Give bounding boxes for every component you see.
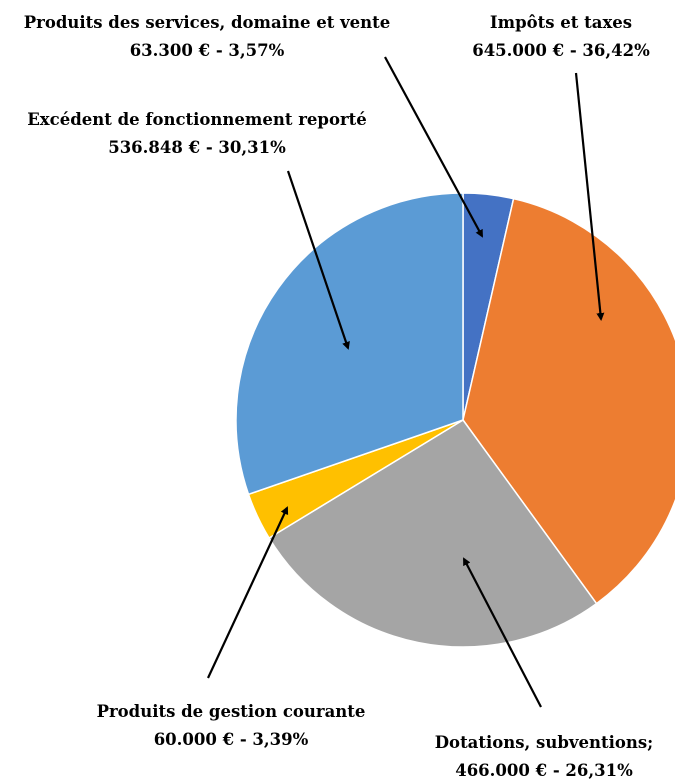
slice-value-2: 466.000 € - 26,31% xyxy=(455,761,633,780)
slice-label-4: Excédent de fonctionnement reporté xyxy=(27,110,367,129)
callout-arrow-1 xyxy=(574,72,605,321)
callout-arrow-0 xyxy=(384,56,483,238)
slice-value-1: 645.000 € - 36,42% xyxy=(472,41,650,60)
pie-slice-1 xyxy=(462,197,675,605)
callout-arrow-4 xyxy=(286,170,350,350)
slice-value-3: 60.000 € - 3,39% xyxy=(154,730,309,749)
callout-arrow-3 xyxy=(207,506,289,679)
slice-label-1: Impôts et taxes xyxy=(490,13,632,32)
pie-slice-2 xyxy=(268,419,598,648)
slice-label-3: Produits de gestion courante xyxy=(97,702,366,721)
pie-slices xyxy=(235,192,675,648)
callout-arrow-2 xyxy=(463,557,542,708)
slice-label-2: Dotations, subventions; xyxy=(435,733,653,752)
slice-label-0: Produits des services, domaine et vente xyxy=(24,13,391,32)
slice-value-0: 63.300 € - 3,57% xyxy=(130,41,285,60)
slice-labels: Produits des services, domaine et vente … xyxy=(24,13,654,780)
callout-arrows xyxy=(207,56,605,708)
slice-value-4: 536.848 € - 30,31% xyxy=(108,138,286,157)
